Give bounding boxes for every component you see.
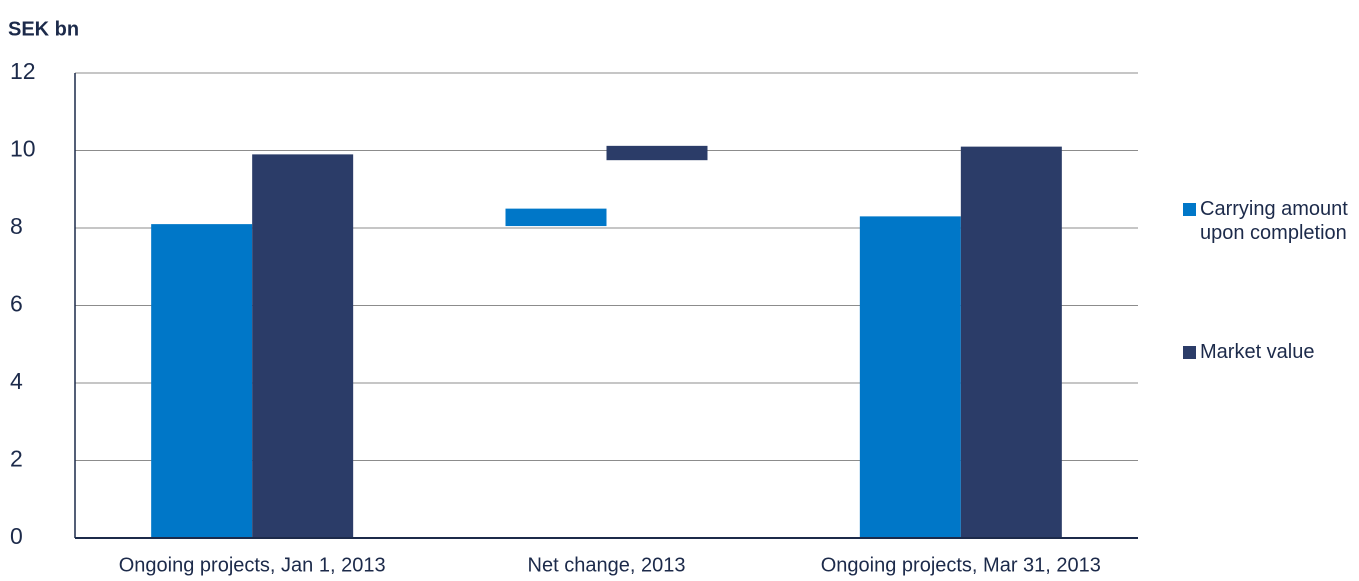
y-tick-label: 10 [10, 136, 36, 162]
bar [606, 145, 708, 161]
y-tick-label: 2 [10, 446, 23, 472]
legend-item: Market value [1183, 340, 1353, 364]
bar [151, 224, 253, 538]
chart-title: SEK bn [8, 18, 79, 40]
legend-label: Carrying amount upon completion [1200, 198, 1348, 244]
legend-swatch [1183, 346, 1196, 359]
legend-item: Carrying amount upon completion [1183, 197, 1353, 245]
x-tick-label: Ongoing projects, Jan 1, 2013 [119, 554, 386, 576]
y-tick-label: 6 [10, 291, 23, 317]
bar [859, 216, 961, 538]
bar [960, 146, 1062, 538]
y-tick-label: 4 [10, 368, 23, 394]
x-tick-label: Net change, 2013 [528, 554, 686, 576]
legend-swatch [1183, 203, 1196, 216]
y-tick-label: 12 [10, 58, 36, 84]
x-tick-label: Ongoing projects, Mar 31, 2013 [821, 554, 1101, 576]
bar [505, 208, 607, 227]
bar [252, 154, 354, 538]
y-tick-label: 8 [10, 213, 23, 239]
y-tick-label: 0 [10, 523, 23, 549]
legend-label: Market value [1200, 341, 1315, 363]
